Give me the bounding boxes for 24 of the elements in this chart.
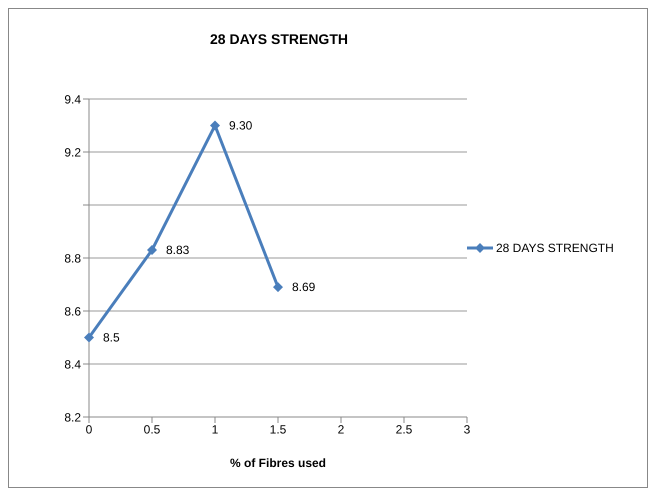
point [147,245,157,256]
y-tick-label: 8.2 [64,410,82,424]
x-tick-label: 3 [464,422,471,437]
data-label: 8.5 [103,330,120,344]
x-axis-title: % of Fibres used [230,456,326,470]
y-tick-label: 8.4 [64,357,82,372]
point [210,120,220,130]
y-tick-label: 9.4 [64,92,82,106]
chart-title: 28 DAYS STRENGTH [209,31,349,47]
point [84,332,94,342]
legend-label: 28 DAYS STRENGTH [496,241,614,255]
point [273,282,283,292]
x-tick-label: 1 [212,422,219,437]
data-label: 8.69 [292,280,316,294]
y-tick-label: 8.6 [64,304,82,318]
data-label: 8.83 [166,243,190,258]
x-tick-label: 0 [86,422,93,437]
x-tick-label: 0.5 [144,422,161,437]
x-tick-label: 2 [338,422,345,437]
x-tick-label: 2.5 [396,422,413,437]
y-tick-label: 8.8 [64,251,82,266]
y-tick-label: 9.2 [64,145,82,160]
data-label: 9.30 [229,118,253,132]
x-tick-label: 1.5 [270,422,287,437]
